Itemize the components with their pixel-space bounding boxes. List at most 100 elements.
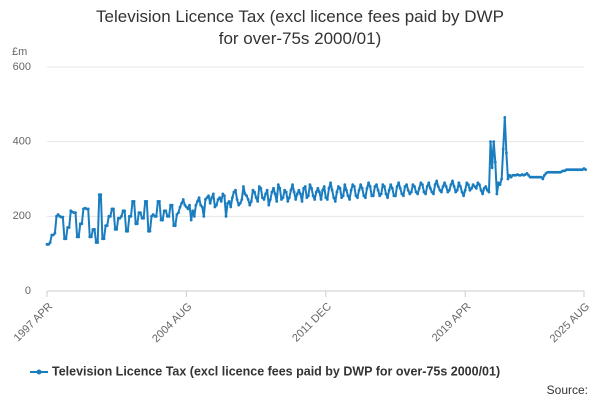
- point: [441, 185, 445, 188]
- point: [409, 190, 413, 194]
- point: [327, 186, 331, 190]
- point: [379, 192, 383, 196]
- point: [462, 194, 466, 198]
- point: [99, 193, 103, 197]
- point: [145, 200, 149, 203]
- point: [199, 203, 203, 207]
- y-tick-label: 600: [13, 61, 31, 73]
- point: [459, 185, 462, 188]
- point: [175, 213, 179, 216]
- point: [299, 192, 302, 196]
- point: [189, 218, 193, 222]
- point: [504, 151, 508, 155]
- point: [251, 188, 255, 192]
- point: [397, 181, 401, 185]
- point: [253, 190, 256, 194]
- point: [373, 185, 377, 188]
- point: [484, 185, 488, 188]
- point: [390, 186, 394, 190]
- point: [221, 192, 225, 196]
- point: [276, 183, 280, 187]
- legend-marker: [36, 369, 42, 375]
- point: [417, 186, 421, 190]
- point: [303, 185, 307, 188]
- point: [237, 203, 241, 207]
- point: [158, 200, 161, 203]
- point: [289, 188, 293, 192]
- point: [333, 200, 337, 203]
- point: [126, 229, 130, 233]
- point: [181, 198, 185, 201]
- point: [430, 190, 434, 194]
- point: [224, 214, 228, 218]
- point: [302, 186, 306, 190]
- point: [177, 211, 180, 215]
- point: [451, 179, 454, 183]
- point: [286, 200, 290, 203]
- point: [283, 188, 287, 192]
- point: [338, 186, 342, 190]
- point: [105, 224, 109, 228]
- point: [93, 228, 96, 231]
- point: [384, 192, 388, 196]
- point: [234, 188, 237, 192]
- point: [213, 205, 217, 209]
- point: [265, 188, 269, 192]
- point: [348, 198, 351, 201]
- point: [362, 194, 366, 198]
- point: [272, 186, 275, 190]
- point: [218, 196, 222, 200]
- point: [490, 166, 494, 170]
- point: [539, 175, 543, 179]
- point: [329, 181, 332, 185]
- point: [352, 185, 356, 188]
- point: [89, 235, 93, 239]
- point: [47, 242, 50, 246]
- point: [489, 140, 492, 144]
- point: [80, 222, 84, 226]
- point: [210, 196, 214, 200]
- point: [300, 200, 304, 203]
- point: [196, 200, 199, 203]
- point: [351, 183, 355, 187]
- point: [436, 185, 440, 188]
- point: [270, 190, 274, 194]
- point: [389, 183, 393, 187]
- point: [413, 185, 416, 188]
- point: [207, 194, 210, 198]
- point: [135, 222, 139, 226]
- point: [321, 188, 325, 192]
- point: [468, 188, 472, 192]
- point: [314, 190, 318, 194]
- point: [387, 188, 391, 192]
- point: [55, 214, 58, 218]
- point: [398, 186, 402, 190]
- point: [230, 196, 234, 200]
- point: [325, 198, 329, 201]
- point: [183, 203, 187, 207]
- x-tick-label: 2004 AUG: [150, 301, 194, 345]
- point: [433, 183, 437, 187]
- point: [132, 200, 136, 203]
- point: [178, 205, 182, 209]
- point: [454, 190, 458, 194]
- point: [542, 173, 546, 177]
- point: [360, 186, 364, 190]
- source: Source:: [547, 383, 588, 397]
- point: [64, 237, 68, 241]
- y-tick-label: 200: [13, 210, 31, 222]
- point: [466, 183, 470, 187]
- point: [335, 190, 339, 194]
- point: [474, 186, 478, 190]
- point: [363, 196, 367, 200]
- point: [180, 201, 184, 205]
- point: [460, 190, 464, 194]
- point: [232, 190, 236, 194]
- point: [204, 198, 207, 201]
- point: [259, 186, 263, 190]
- point: [367, 181, 370, 185]
- point: [280, 198, 283, 201]
- point: [61, 215, 65, 219]
- point: [197, 196, 201, 200]
